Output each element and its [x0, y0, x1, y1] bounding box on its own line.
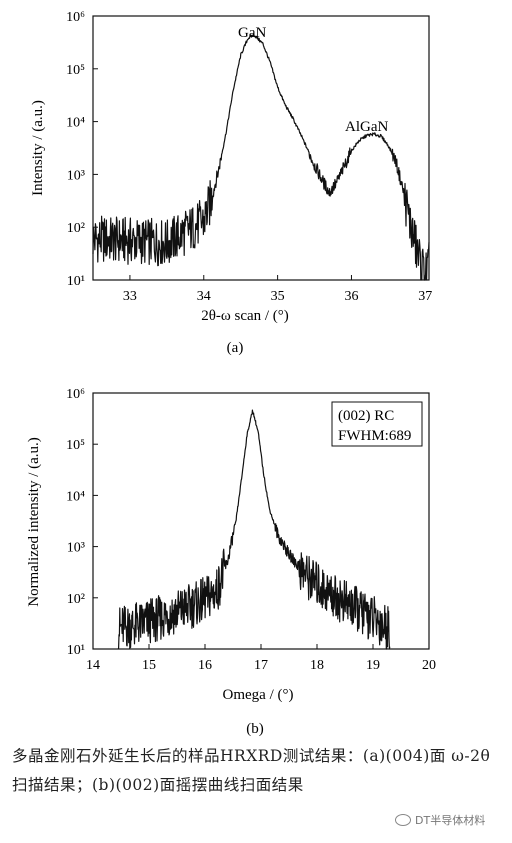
- y-tick-label: 10³: [67, 541, 85, 556]
- panel-a-annotation-gan: GaN: [238, 25, 266, 41]
- watermark-text: DT半导体材料: [415, 814, 486, 827]
- y-tick-label: 10¹: [67, 643, 85, 658]
- panel-b-series: [117, 409, 391, 650]
- figure-caption: 多晶金刚石外延生长后的样品HRXRD测试结果：(a)(004)面 ω-2θ扫描结…: [12, 742, 502, 800]
- panel-b-x-axis-label: Omega / (°): [223, 687, 294, 703]
- series-line: [117, 409, 391, 650]
- y-tick-label: 10⁴: [66, 489, 85, 504]
- panel-b-legend-box: [331, 401, 423, 447]
- panel-b-rocking-curve: 14 15 16 17 18 19 20 10¹ 10² 10³ 10⁴ 10⁵ 10⁶ (002) …: [26, 387, 436, 737]
- panel-b-y-axis-label: Normalized intensity / (a.u.): [26, 437, 42, 607]
- panel-b-y-ticks: 10¹ 10² 10³ 10⁴ 10⁵ 10⁶: [66, 387, 98, 658]
- y-tick-label: 10³: [67, 168, 85, 183]
- series-line: [92, 33, 430, 281]
- watermark: DT半导体材料: [395, 812, 485, 828]
- y-tick-label: 10²: [67, 592, 85, 607]
- panel-a-plot-frame: [92, 15, 430, 281]
- panel-a-label: (a): [227, 340, 244, 356]
- panel-a-x-axis-label: 2θ-ω scan / (°): [201, 308, 289, 324]
- y-tick-label: 10²: [67, 221, 85, 236]
- panel-a-x-ticks: 33 34 35 36 37: [123, 275, 432, 304]
- y-tick-label: 10⁶: [66, 387, 85, 402]
- x-tick-label: 36: [344, 289, 358, 304]
- panel-a-series: [92, 33, 430, 281]
- y-tick-label: 10⁵: [66, 438, 85, 453]
- y-tick-label: 10⁴: [66, 116, 85, 131]
- x-tick-label: 34: [197, 289, 211, 304]
- y-tick-label: 10¹: [67, 274, 85, 289]
- x-tick-label: 18: [310, 658, 324, 673]
- x-tick-label: 19: [366, 658, 380, 673]
- panel-b-legend-line-2: FWHM:689: [338, 428, 411, 444]
- x-tick-label: 35: [271, 289, 285, 304]
- y-tick-label: 10⁵: [66, 63, 85, 78]
- panel-b-label: (b): [246, 721, 264, 737]
- x-tick-label: 17: [254, 658, 268, 673]
- wechat-icon: [395, 814, 411, 826]
- panel-b-legend-line-1: (002) RC: [338, 408, 394, 424]
- panel-a-y-axis-label: Intensity / (a.u.): [30, 100, 46, 196]
- figure-caption-text: 多晶金刚石外延生长后的样品HRXRD测试结果：(a)(004)面 ω-2θ扫描结…: [12, 747, 491, 794]
- x-tick-label: 14: [86, 658, 100, 673]
- panel-b-x-ticks: 14 15 16 17 18 19 20: [86, 644, 436, 673]
- panel-a-y-ticks: 10¹ 10² 10³ 10⁴ 10⁵ 10⁶: [66, 10, 98, 289]
- x-tick-label: 20: [422, 658, 436, 673]
- x-tick-label: 33: [123, 289, 137, 304]
- x-tick-label: 15: [142, 658, 156, 673]
- panel-a-annotation-algan: AlGaN: [345, 119, 388, 135]
- x-tick-label: 16: [198, 658, 212, 673]
- x-tick-label: 37: [418, 289, 432, 304]
- y-tick-label: 10⁶: [66, 10, 85, 25]
